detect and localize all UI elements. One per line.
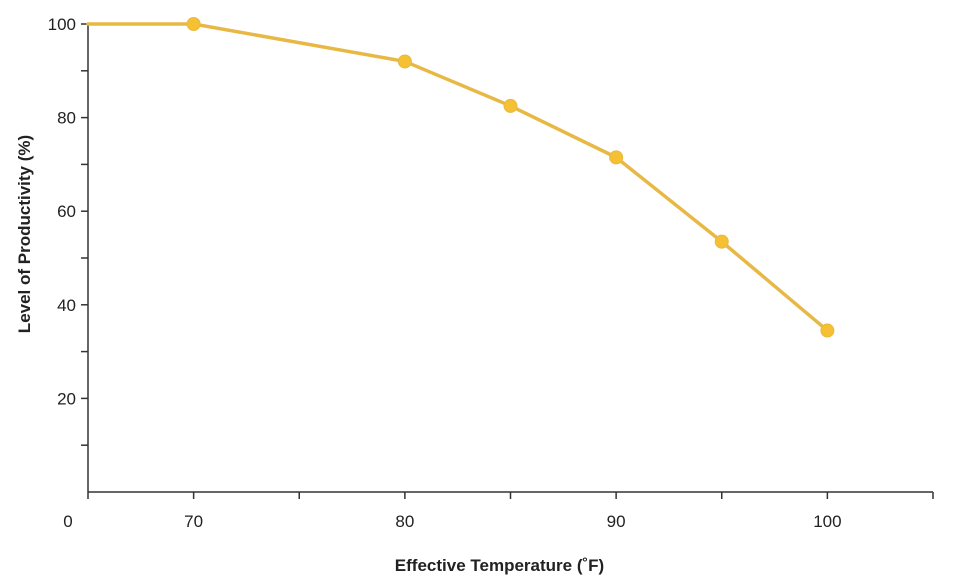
data-point bbox=[714, 234, 729, 249]
tick-labels: 20 40 60 80 100 70 80 90 100 0 bbox=[48, 15, 842, 531]
x-tick-label: 90 bbox=[607, 512, 626, 531]
axes bbox=[87, 24, 933, 493]
series-productivity bbox=[86, 22, 830, 333]
x-origin-label: 0 bbox=[63, 512, 72, 531]
data-point bbox=[609, 150, 624, 165]
data-markers bbox=[186, 17, 835, 338]
y-tick-label: 100 bbox=[48, 15, 76, 34]
data-point bbox=[503, 98, 518, 113]
y-tick-label: 40 bbox=[57, 296, 76, 315]
data-point bbox=[820, 323, 835, 338]
x-tick-label: 80 bbox=[395, 512, 414, 531]
series-line bbox=[86, 22, 830, 333]
data-point bbox=[397, 54, 412, 69]
x-tick-label: 100 bbox=[813, 512, 841, 531]
y-tick-label: 20 bbox=[57, 389, 76, 408]
y-axis-title: Level of Productivity (%) bbox=[15, 135, 34, 333]
y-tick-label: 80 bbox=[57, 109, 76, 128]
ticks bbox=[81, 23, 934, 499]
x-tick-label: 70 bbox=[184, 512, 203, 531]
x-axis-title: Effective Temperature (˚F) bbox=[395, 556, 604, 575]
y-tick-label: 60 bbox=[57, 202, 76, 221]
data-point bbox=[186, 17, 201, 31]
